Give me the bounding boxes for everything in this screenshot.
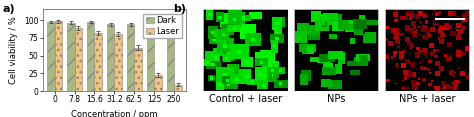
Bar	[167, 26, 174, 91]
Text: a): a)	[2, 4, 15, 13]
Bar	[67, 23, 74, 91]
Bar	[154, 75, 162, 91]
Bar	[74, 28, 82, 91]
Bar	[47, 22, 55, 91]
X-axis label: NPs + laser: NPs + laser	[399, 94, 456, 104]
Bar	[174, 85, 182, 91]
Bar	[87, 22, 94, 91]
Text: b): b)	[173, 4, 186, 13]
X-axis label: NPs: NPs	[327, 94, 346, 104]
Bar	[134, 48, 142, 91]
Bar	[127, 24, 134, 91]
Bar	[114, 34, 122, 91]
X-axis label: Control + laser: Control + laser	[209, 94, 282, 104]
X-axis label: Concentration / ppm: Concentration / ppm	[71, 110, 158, 117]
Y-axis label: Cell viability / %: Cell viability / %	[9, 16, 18, 84]
Bar	[94, 33, 102, 91]
Bar	[107, 24, 114, 91]
Bar	[146, 25, 154, 91]
Bar	[55, 21, 62, 91]
Legend: Dark, Laser: Dark, Laser	[143, 14, 182, 38]
